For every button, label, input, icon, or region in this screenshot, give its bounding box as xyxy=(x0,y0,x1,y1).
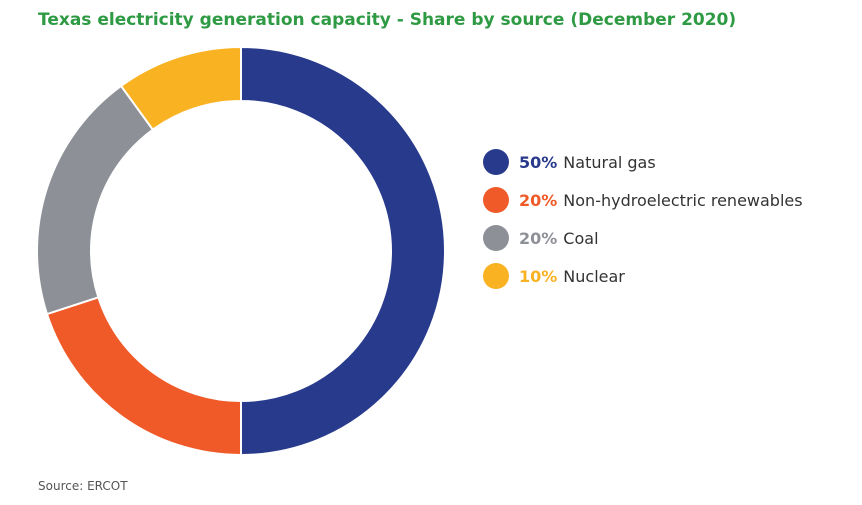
donut-slice-nuclear xyxy=(119,45,242,132)
legend-swatch xyxy=(483,225,509,251)
legend-percentage: 20% xyxy=(519,190,558,210)
donut-slice-coal xyxy=(36,84,155,316)
legend-item: 10% Nuclear xyxy=(483,257,853,295)
legend-percentage: 20% xyxy=(519,228,558,248)
legend-item: 50% Natural gas xyxy=(483,143,853,181)
legend-percentage: 50% xyxy=(519,152,558,172)
legend-label: Nuclear xyxy=(563,266,625,286)
donut-slice-non-hydroelectric-renewables xyxy=(45,296,242,457)
legend-percentage: 10% xyxy=(519,266,558,286)
legend-item: 20% Coal xyxy=(483,219,853,257)
legend-label: Coal xyxy=(563,228,599,248)
legend-label: Natural gas xyxy=(563,152,656,172)
donut-slice-natural-gas xyxy=(240,45,446,457)
legend-swatch xyxy=(483,187,509,213)
chart-legend: 50% Natural gas 20% Non-hydroelectric renew… xyxy=(483,143,853,295)
chart-title: Texas electricity generation capacity - … xyxy=(38,10,737,30)
legend-item: 20% Non-hydroelectric renewables xyxy=(483,181,853,219)
legend-swatch xyxy=(483,149,509,175)
legend-label: Non-hydroelectric renewables xyxy=(563,190,803,210)
source-note: Source: ERCOT xyxy=(38,479,128,493)
legend-swatch xyxy=(483,263,509,289)
